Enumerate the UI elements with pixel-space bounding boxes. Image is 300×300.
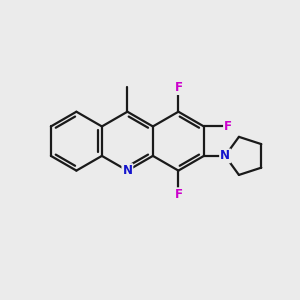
Text: F: F	[174, 188, 182, 201]
Text: F: F	[174, 81, 182, 94]
Text: N: N	[220, 149, 230, 162]
Text: F: F	[224, 120, 232, 133]
Text: N: N	[122, 164, 132, 177]
